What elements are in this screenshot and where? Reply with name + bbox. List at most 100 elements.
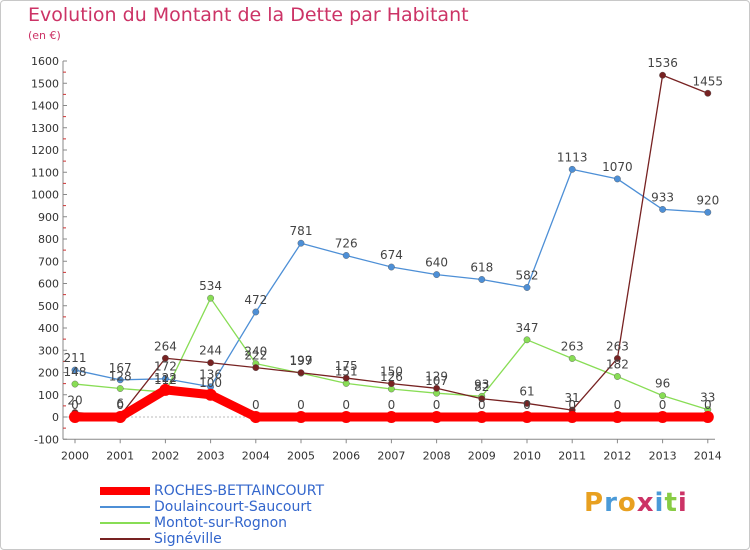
data-label-signeville: 175 (335, 359, 358, 373)
data-label-signeville: 263 (606, 339, 629, 353)
legend-swatch (100, 522, 150, 524)
data-label-roches-bettaincourt: 0 (297, 398, 305, 412)
legend-swatch (100, 487, 150, 495)
data-point-doulaincourt-saucourt (433, 271, 440, 278)
data-label-doulaincourt-saucourt: 920 (696, 193, 719, 207)
data-label-signeville: 222 (244, 349, 267, 363)
x-tick-label: 2006 (332, 449, 360, 462)
y-tick-label: 900 (38, 211, 59, 224)
y-tick-label: 800 (38, 233, 59, 246)
data-point-doulaincourt-saucourt (161, 375, 169, 383)
data-label-doulaincourt-saucourt: 933 (651, 190, 674, 204)
y-tick-label: 600 (38, 278, 59, 291)
data-point-doulaincourt-saucourt (116, 376, 124, 384)
logo-letter: o (617, 488, 637, 518)
y-tick-label: 200 (38, 367, 59, 380)
data-label-roches-bettaincourt: 0 (568, 398, 576, 412)
data-point-roches-bettaincourt (611, 411, 624, 423)
data-label-montot-sur-rognon: 107 (425, 374, 448, 388)
data-label-doulaincourt-saucourt: 618 (470, 260, 493, 274)
data-point-signeville (297, 369, 305, 377)
logo-letter: t (664, 488, 678, 518)
logo-letter: r (604, 488, 618, 518)
data-label-doulaincourt-saucourt: 640 (425, 256, 448, 270)
y-tick-label: 300 (38, 344, 59, 357)
data-point-roches-bettaincourt (430, 411, 443, 423)
x-tick-label: 2004 (242, 449, 270, 462)
x-tick-label: 2011 (558, 449, 586, 462)
y-tick-label: 100 (38, 389, 59, 402)
data-label-signeville: 31 (565, 391, 580, 405)
x-tick-label: 2014 (694, 449, 722, 462)
data-point-signeville (614, 355, 621, 362)
y-tick-label: 400 (38, 322, 59, 335)
data-point-roches-bettaincourt (656, 411, 669, 423)
data-label-signeville: 244 (199, 344, 222, 358)
data-label-roches-bettaincourt: 0 (388, 398, 396, 412)
y-tick-label: 1000 (31, 189, 59, 202)
series-layer (69, 71, 714, 423)
data-point-montot-sur-rognon (207, 294, 215, 302)
data-point-roches-bettaincourt (385, 411, 398, 423)
y-tick-label: 700 (38, 255, 59, 268)
x-tick-label: 2010 (513, 449, 541, 462)
y-tick-label: 1500 (31, 77, 59, 90)
data-point-roches-bettaincourt (249, 411, 262, 423)
data-label-montot-sur-rognon: 534 (199, 279, 222, 293)
data-point-signeville (478, 395, 486, 403)
data-label-roches-bettaincourt: 0 (478, 398, 486, 412)
x-tick-label: 2005 (287, 449, 315, 462)
x-tick-label: 2009 (468, 449, 496, 462)
data-label-montot-sur-rognon: 93 (474, 377, 489, 391)
data-point-roches-bettaincourt (701, 411, 714, 423)
legend-label: ROCHES-BETTAINCOURT (154, 483, 325, 499)
x-tick-label: 2013 (649, 449, 677, 462)
data-point-montot-sur-rognon (523, 336, 531, 344)
y-tick-label: 1400 (31, 100, 59, 113)
data-point-doulaincourt-saucourt (659, 206, 666, 213)
data-label-montot-sur-rognon: 33 (700, 391, 715, 405)
legend-label: Doulaincourt-Saucourt (154, 499, 312, 515)
data-label-doulaincourt-saucourt: 472 (244, 293, 267, 307)
data-label-doulaincourt-saucourt: 136 (199, 368, 222, 382)
data-label-signeville: 264 (154, 339, 177, 353)
x-tick-label: 2000 (61, 449, 89, 462)
data-label-doulaincourt-saucourt: 674 (380, 248, 403, 262)
data-label-doulaincourt-saucourt: 582 (516, 269, 539, 283)
data-point-doulaincourt-saucourt (478, 276, 486, 283)
data-label-doulaincourt-saucourt: 781 (290, 224, 313, 238)
data-point-roches-bettaincourt (521, 411, 533, 423)
data-point-doulaincourt-saucourt (568, 165, 576, 173)
logo-letter: i (654, 488, 665, 518)
legend-swatch (100, 506, 150, 508)
data-label-montot-sur-rognon: 182 (606, 358, 629, 372)
data-point-doulaincourt-saucourt (704, 208, 712, 216)
data-label-montot-sur-rognon: 148 (64, 365, 87, 379)
data-point-doulaincourt-saucourt (252, 308, 260, 316)
data-point-signeville (659, 71, 666, 79)
x-tick-label: 2007 (377, 449, 405, 462)
data-label-signeville: 6 (116, 397, 124, 411)
data-label-montot-sur-rognon: 96 (655, 377, 670, 391)
logo-letter: i (677, 488, 688, 518)
y-tick-label: 1200 (31, 144, 59, 157)
data-point-doulaincourt-saucourt (297, 239, 305, 247)
data-point-montot-sur-rognon (116, 385, 124, 392)
data-point-roches-bettaincourt (295, 411, 307, 423)
data-label-doulaincourt-saucourt: 211 (64, 351, 87, 365)
data-point-roches-bettaincourt (475, 411, 488, 423)
data-label-montot-sur-rognon: 347 (516, 321, 539, 335)
data-label-signeville: 199 (290, 354, 313, 368)
data-point-signeville (161, 354, 169, 362)
data-label-roches-bettaincourt: 0 (614, 398, 622, 412)
chart-title: Evolution du Montant de la Dette par Hab… (28, 4, 469, 26)
data-point-signeville (433, 384, 440, 392)
data-point-montot-sur-rognon (568, 355, 576, 362)
y-tick-label: 1300 (31, 122, 59, 135)
data-point-roches-bettaincourt (566, 411, 579, 423)
y-tick-label: 1600 (31, 55, 59, 68)
data-label-signeville: 129 (425, 369, 448, 383)
data-point-montot-sur-rognon (71, 380, 79, 388)
data-label-roches-bettaincourt: 0 (704, 398, 712, 412)
